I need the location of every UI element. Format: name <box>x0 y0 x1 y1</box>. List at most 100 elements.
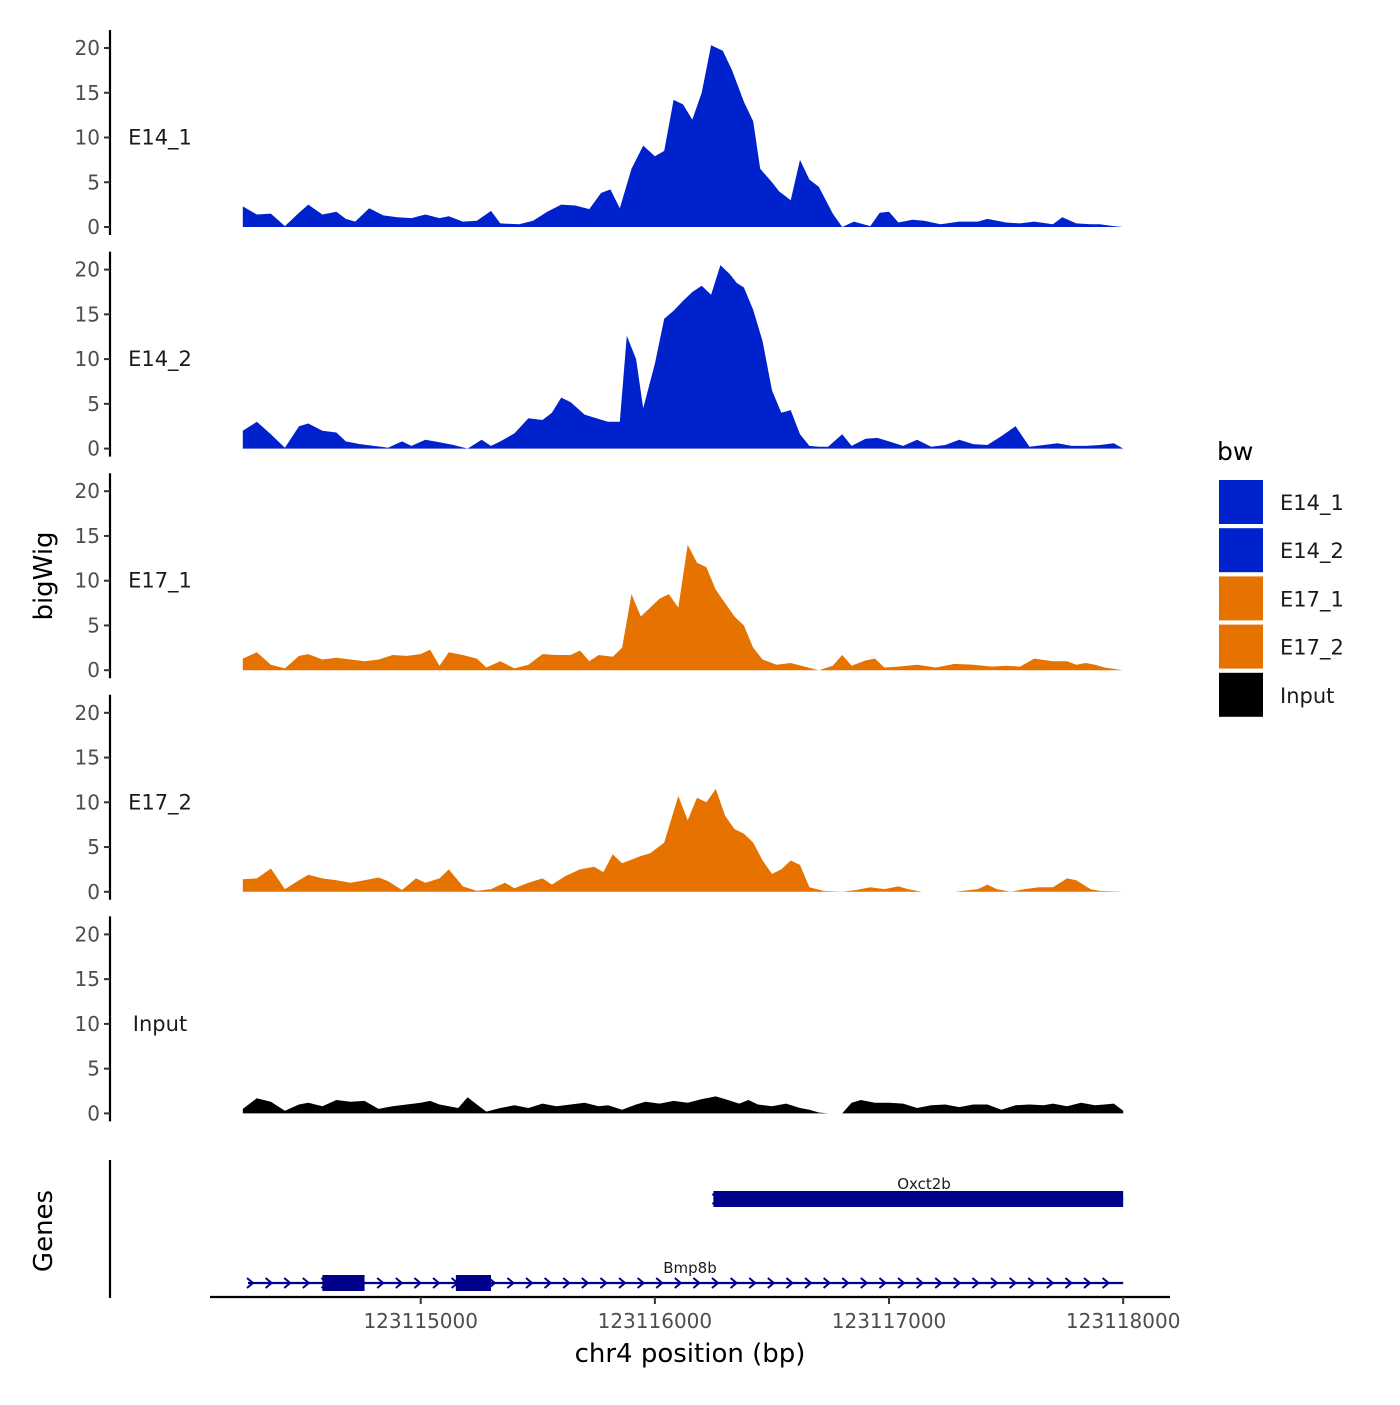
strand-chevron <box>953 1277 962 1289</box>
strand-chevron <box>748 1277 757 1289</box>
panel-label: Input <box>133 1012 187 1036</box>
area-e14-2 <box>242 265 1124 449</box>
panel-e17-2: 0 5 10 15 20 E17_2 <box>75 694 1124 904</box>
exon <box>322 1275 365 1291</box>
strand-chevron <box>246 1277 255 1289</box>
y-tick-label: 10 <box>75 569 100 593</box>
strand-chevron <box>413 1277 422 1289</box>
gene-label: Oxct2b <box>897 1175 951 1193</box>
strand-chevron <box>506 1277 515 1289</box>
y-tick-label: 20 <box>75 479 100 503</box>
area-input <box>242 1096 1124 1114</box>
genes-track: Oxct2b Bmp8b <box>108 1160 1124 1298</box>
exon <box>455 1275 491 1291</box>
strand-chevron <box>618 1277 627 1289</box>
strand-chevron <box>562 1277 571 1289</box>
strand-chevron <box>1083 1277 1092 1289</box>
y-tick-label: 5 <box>87 392 100 416</box>
y-tick-label: 10 <box>75 347 100 371</box>
strand-chevron <box>1101 1277 1111 1289</box>
y-tick-label: 0 <box>87 437 100 461</box>
legend-title: bw <box>1217 437 1253 466</box>
y-tick-label: 5 <box>87 1057 100 1081</box>
strand-chevron <box>897 1277 906 1289</box>
panel-label: E14_1 <box>128 126 192 151</box>
strand-chevron <box>674 1277 683 1289</box>
strand-chevron <box>729 1277 739 1289</box>
strand-chevron <box>525 1277 534 1289</box>
strand-chevron <box>785 1277 794 1289</box>
legend: bw E14_1 E14_2 E17_1 E17_2 Input <box>1217 437 1344 717</box>
track-panels: 0 5 10 15 20 E14_1 0 5 10 15 20 E14_2 0 5 10 15 20 E17_1 0… <box>75 30 1124 1125</box>
y-tick-label: 15 <box>75 302 100 326</box>
strand-chevron <box>581 1277 590 1289</box>
area-e17-1 <box>242 544 1124 671</box>
y-tick-label: 0 <box>87 658 100 682</box>
strand-chevron <box>432 1277 441 1289</box>
strand-chevron <box>1046 1277 1055 1289</box>
y-tick-label: 20 <box>75 922 100 946</box>
y-tick-label: 10 <box>75 790 100 814</box>
y-tick-label: 20 <box>75 701 100 725</box>
strand-chevron <box>302 1277 311 1289</box>
y-tick-label: 0 <box>87 880 100 904</box>
strand-chevron <box>692 1277 701 1289</box>
panel-e14-1: 0 5 10 15 20 E14_1 <box>75 30 1124 239</box>
legend-label: E17_1 <box>1280 587 1344 612</box>
legend-label: E14_1 <box>1280 491 1344 516</box>
strand-chevron <box>636 1277 646 1289</box>
legend-label: E14_2 <box>1280 539 1344 564</box>
legend-swatch <box>1219 576 1263 621</box>
strand-chevron <box>841 1277 850 1289</box>
strand-chevron <box>915 1277 925 1289</box>
panel-input: 0 5 10 15 20 Input <box>75 916 1124 1125</box>
panel-e14-2: 0 5 10 15 20 E14_2 <box>75 251 1124 461</box>
strand-chevron <box>1008 1277 1018 1289</box>
y-tick-label: 10 <box>75 1012 100 1036</box>
strand-chevron <box>804 1277 813 1289</box>
y-tick-label: 15 <box>75 524 100 548</box>
legend-swatch <box>1219 672 1263 717</box>
y-axis-title: bigWig <box>29 531 59 620</box>
x-tick-label: 123116000 <box>598 1309 713 1333</box>
x-axis: 123115000 123116000 123117000 123118000 <box>210 1295 1181 1333</box>
strand-chevron <box>878 1277 887 1289</box>
strand-chevron <box>767 1277 776 1289</box>
y-tick-label: 5 <box>87 170 100 194</box>
strand-chevron <box>395 1277 404 1289</box>
strand-chevron <box>655 1277 664 1289</box>
strand-chevron <box>264 1277 274 1289</box>
legend-label: E17_2 <box>1280 636 1344 661</box>
y-tick-label: 20 <box>75 258 100 282</box>
strand-chevron <box>934 1277 943 1289</box>
strand-chevron <box>990 1277 999 1289</box>
panel-label: E14_2 <box>128 347 192 372</box>
y-tick-label: 20 <box>75 36 100 60</box>
legend-swatch <box>1219 528 1263 573</box>
y-tick-label: 0 <box>87 215 100 239</box>
area-e17-2 <box>242 788 1124 892</box>
strand-chevron <box>1027 1277 1036 1289</box>
gene-bmp8b: Bmp8b <box>246 1259 1124 1291</box>
x-tick-label: 123117000 <box>832 1309 947 1333</box>
legend-swatch <box>1219 480 1263 524</box>
legend-label: Input <box>1280 684 1334 708</box>
strand-chevron <box>376 1277 385 1289</box>
strand-chevron <box>543 1277 553 1289</box>
gene-label: Bmp8b <box>663 1259 717 1277</box>
y-tick-label: 5 <box>87 835 100 859</box>
x-tick-label: 123118000 <box>1066 1309 1181 1333</box>
x-tick-label: 123115000 <box>363 1309 478 1333</box>
exon <box>713 1191 1124 1207</box>
strand-chevron <box>283 1277 292 1289</box>
y-tick-label: 15 <box>75 81 100 105</box>
panel-e17-1: 0 5 10 15 20 E17_1 <box>75 473 1124 682</box>
x-axis-title: chr4 position (bp) <box>575 1339 806 1369</box>
y-tick-label: 15 <box>75 746 100 770</box>
panel-label: E17_1 <box>128 569 192 594</box>
legend-swatch <box>1219 624 1263 669</box>
strand-chevron <box>860 1277 869 1289</box>
y-tick-label: 10 <box>75 126 100 150</box>
